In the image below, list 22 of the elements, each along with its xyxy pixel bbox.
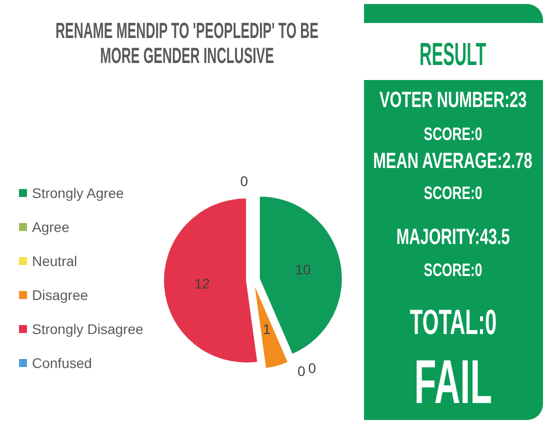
chart-title: RENAME MENDIP TO 'PEOPLEDIP' TO BE MORE GENDER INCLUSIVE	[54, 18, 320, 68]
text: SCORE:0	[424, 260, 482, 280]
legend-label: Strongly Agree	[32, 185, 124, 201]
text: TOTAL:0	[410, 303, 496, 342]
legend-label: Confused	[32, 355, 92, 371]
text: SCORE:0	[424, 183, 482, 203]
text: 0	[308, 360, 316, 376]
data-label: 12	[194, 275, 210, 292]
text: 0	[240, 173, 248, 189]
data-label: 1	[262, 321, 271, 338]
legend-label: Neutral	[32, 253, 78, 269]
data-label: 10	[295, 262, 311, 278]
text: SCORE:0	[424, 124, 482, 144]
text: FAIL	[414, 348, 492, 417]
text: 0	[297, 362, 306, 379]
text: RESULT	[420, 36, 486, 72]
legend-label: Agree	[32, 219, 70, 235]
legend-label: Strongly Disagree	[32, 321, 144, 337]
text: MAJORITY:43.5	[396, 224, 510, 249]
legend-label: Disagree	[32, 287, 88, 303]
text: VOTER NUMBER:23	[379, 87, 527, 112]
text: MEAN AVERAGE:2.78	[373, 148, 533, 173]
